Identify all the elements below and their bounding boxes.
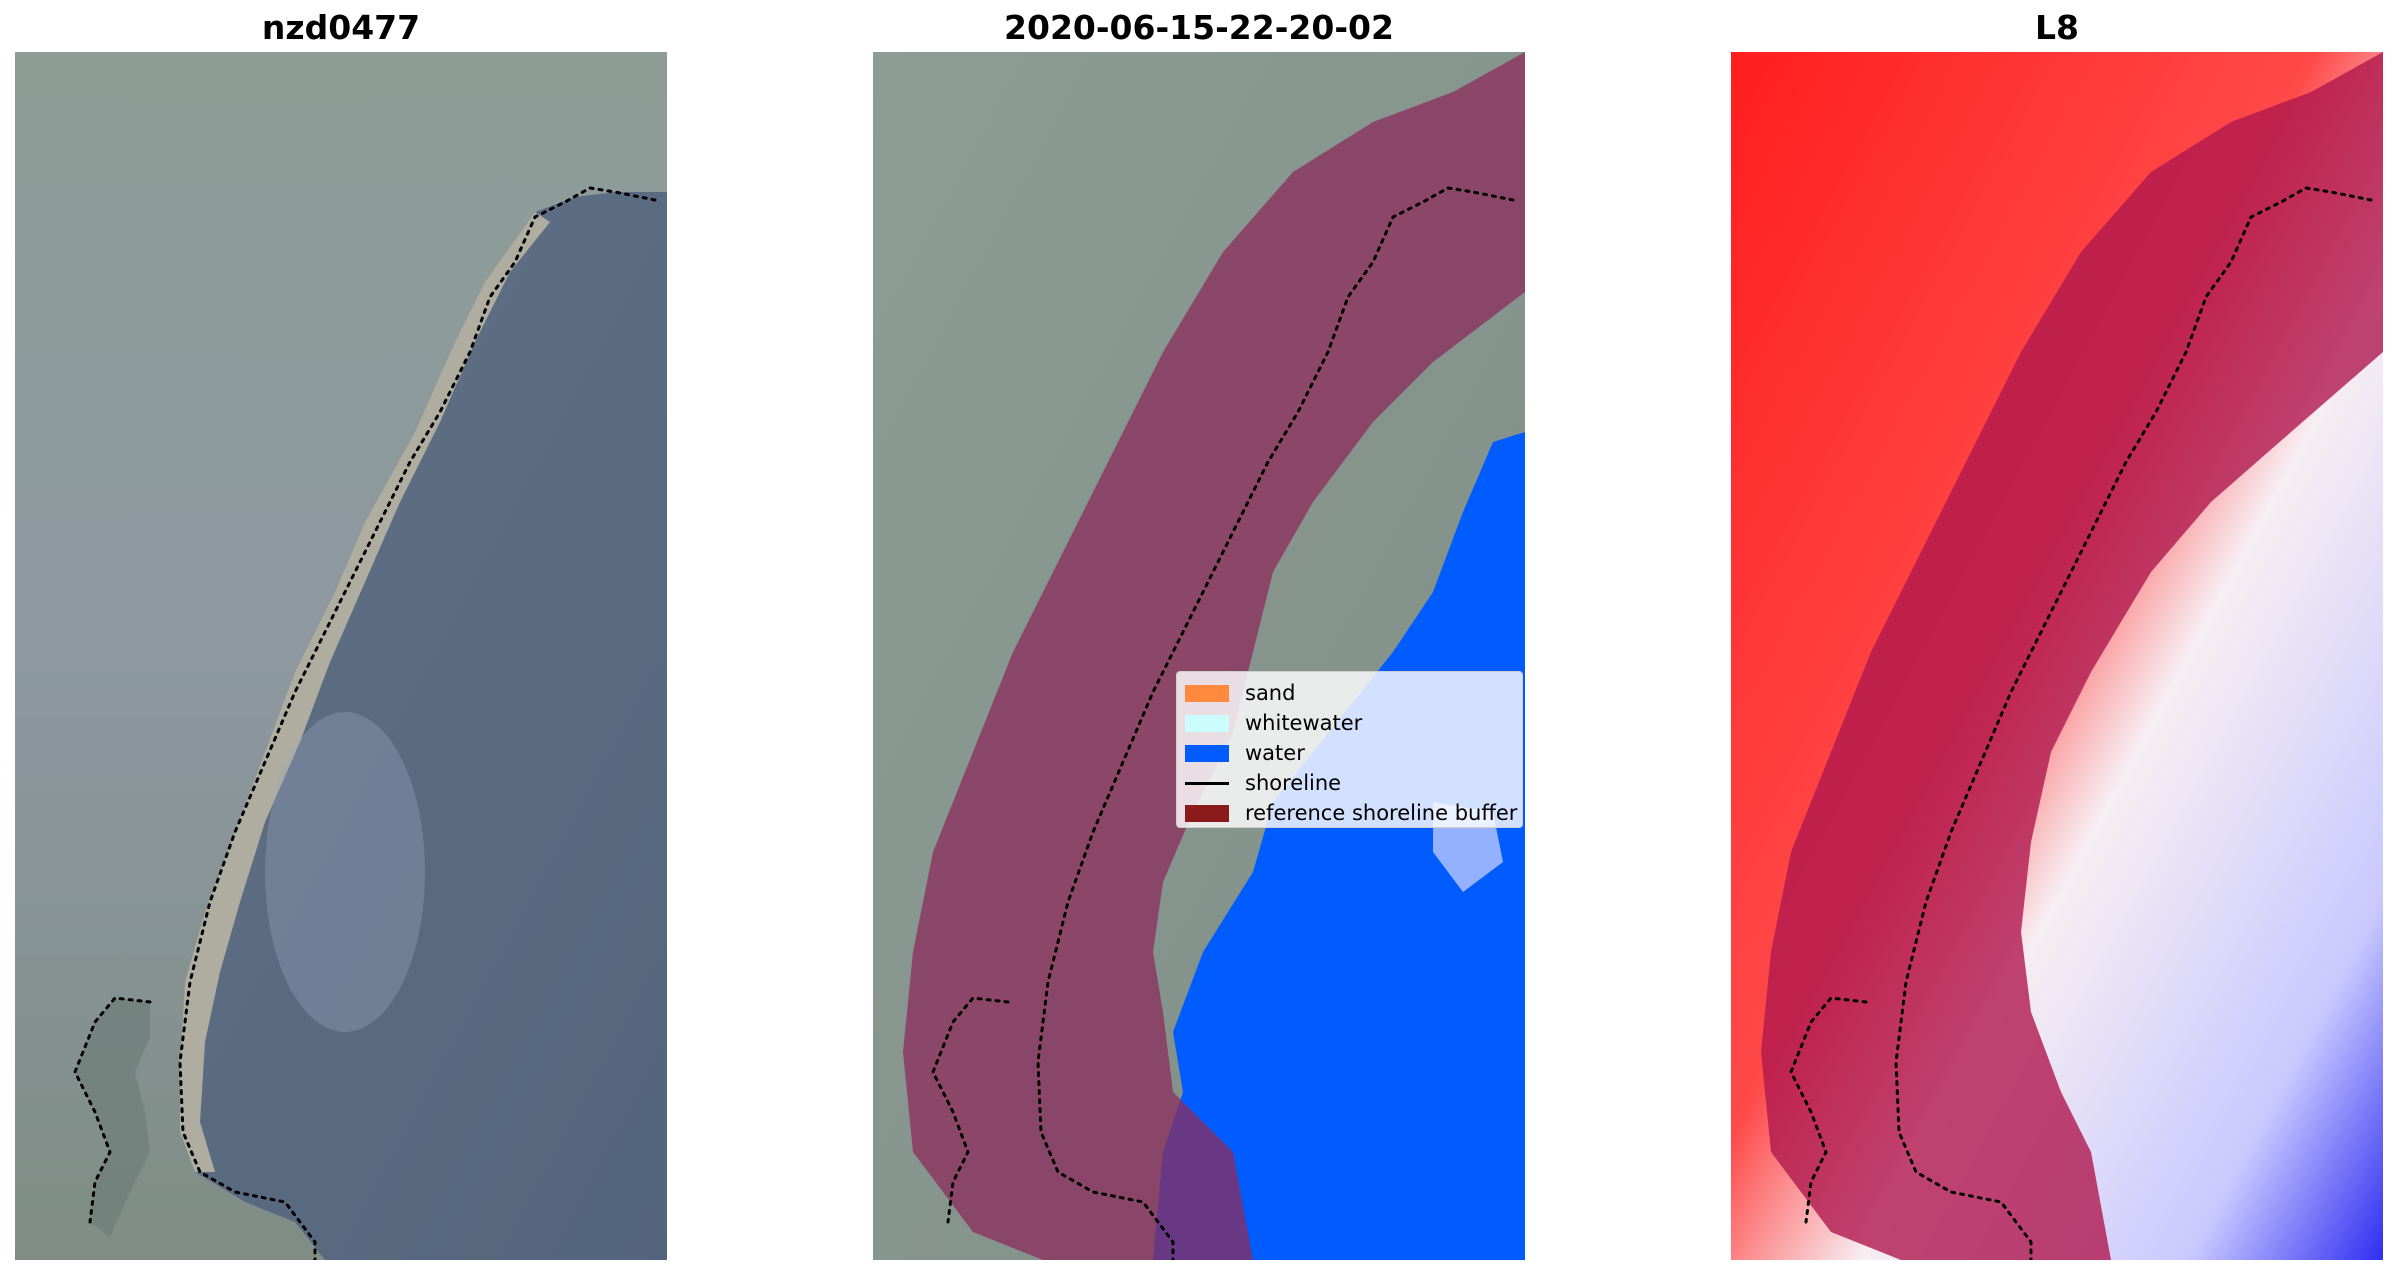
- water-swatch: [1185, 744, 1229, 762]
- index-image: [1731, 52, 2383, 1260]
- legend-label: reference shoreline buffer: [1245, 801, 1518, 825]
- estuary-shoreline: [73, 996, 152, 1224]
- legend-item-whitewater: whitewater: [1185, 708, 1514, 738]
- legend-label: water: [1245, 741, 1305, 765]
- estuary: [75, 998, 150, 1237]
- legend-item-sand: sand: [1185, 678, 1514, 708]
- legend-label: sand: [1245, 681, 1296, 705]
- shoreline-swatch: [1185, 781, 1229, 785]
- land-area: [15, 52, 667, 1260]
- shoreline: [1894, 186, 2373, 1260]
- legend-item-buffer: reference shoreline buffer: [1185, 798, 1518, 828]
- water-class-area: [1153, 432, 1525, 1260]
- estuary-shoreline: [1789, 996, 1868, 1224]
- legend-item-shoreline: shoreline: [1185, 768, 1514, 798]
- reference-shoreline-buffer: [1761, 52, 2383, 1260]
- estuary-shoreline: [931, 996, 1010, 1224]
- whitewater-swatch: [1185, 714, 1229, 732]
- panel-title-rgb: nzd0477: [261, 8, 421, 47]
- shoreline: [1036, 186, 1515, 1260]
- index-image-panel: [1731, 52, 2383, 1260]
- shoreline: [178, 186, 657, 1260]
- panel-title-classified: 2020-06-15-22-20-02: [1004, 8, 1394, 47]
- legend-label: whitewater: [1245, 711, 1363, 735]
- legend-item-water: water: [1185, 738, 1514, 768]
- legend-label: shoreline: [1245, 771, 1342, 795]
- panel-title-index: L8: [2035, 8, 2079, 47]
- rgb-image-panel: [15, 52, 667, 1260]
- haze: [265, 712, 425, 1032]
- buffer-swatch: [1185, 804, 1229, 822]
- rgb-image: [15, 52, 667, 1260]
- classified-image-panel: [873, 52, 1525, 1260]
- classified-image: [873, 52, 1525, 1260]
- legend: sand whitewater water shoreline referenc…: [1176, 671, 1523, 828]
- sand-swatch: [1185, 684, 1229, 702]
- reference-shoreline-buffer: [903, 52, 1525, 1260]
